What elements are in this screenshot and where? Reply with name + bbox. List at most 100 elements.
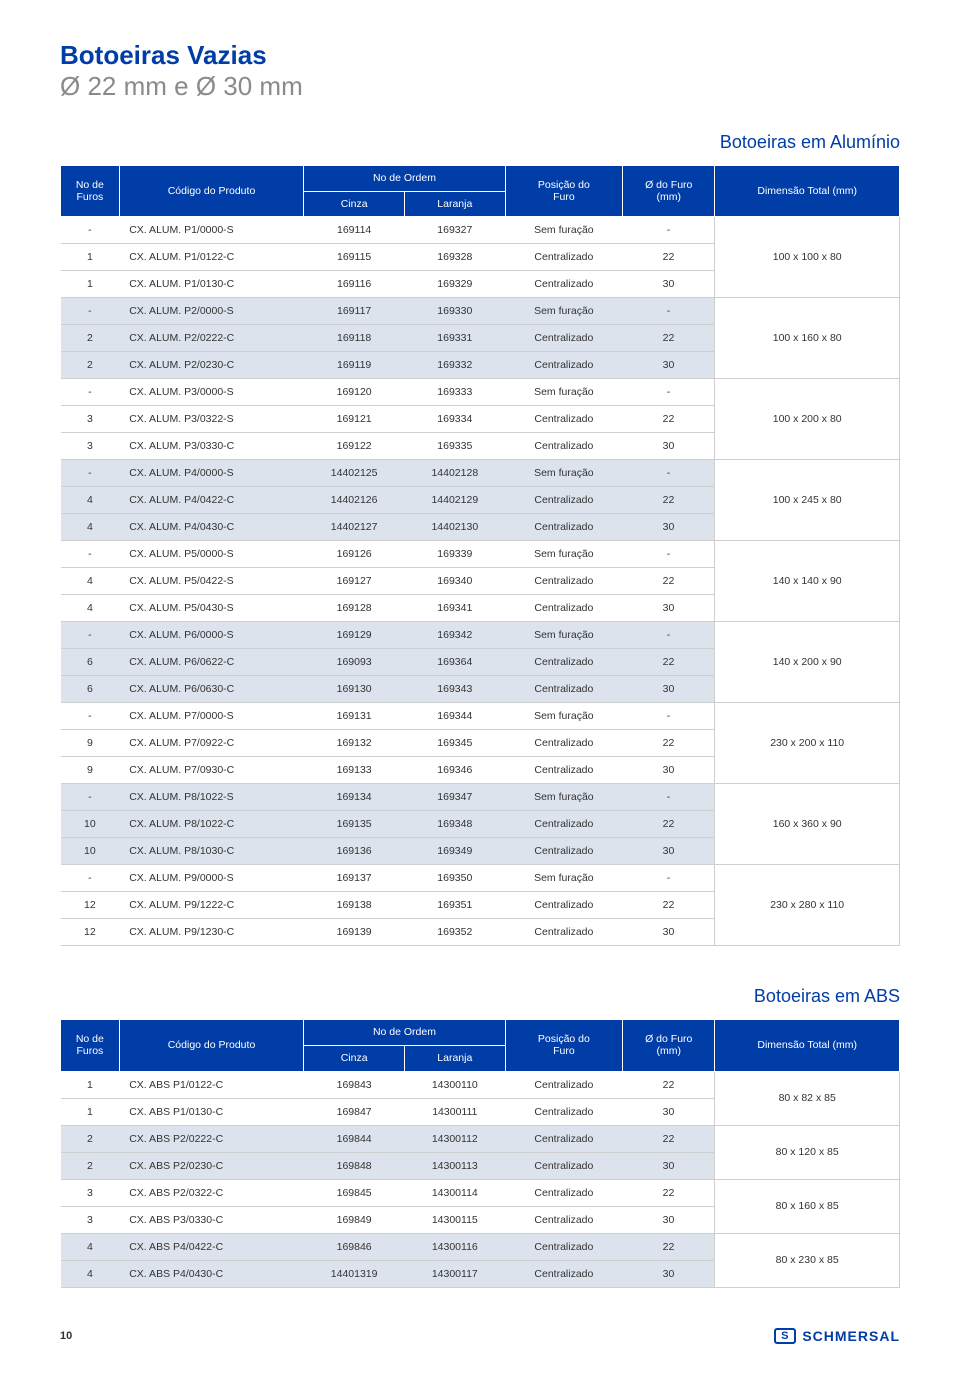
- table-cell: 6: [61, 649, 120, 676]
- table-row: 2CX. ABS P2/0222-C16984414300112Centrali…: [61, 1125, 900, 1152]
- th-posicao: Posição doFuro: [505, 166, 622, 217]
- table-cell: 4: [61, 595, 120, 622]
- table-cell: 169347: [404, 784, 505, 811]
- table-cell: Sem furação: [505, 460, 622, 487]
- table-cell: 169341: [404, 595, 505, 622]
- table-cell: 4: [61, 568, 120, 595]
- table-cell: Centralizado: [505, 244, 622, 271]
- table-cell: 14300117: [404, 1260, 505, 1287]
- table-cell: 14402125: [304, 460, 405, 487]
- table-cell: 169118: [304, 325, 405, 352]
- table-cell: CX. ALUM. P9/1230-C: [119, 919, 304, 946]
- table-cell: Centralizado: [505, 568, 622, 595]
- table-cell: Sem furação: [505, 379, 622, 406]
- table-cell: 14402127: [304, 514, 405, 541]
- th-laranja: Laranja: [404, 1045, 505, 1071]
- table-cell: -: [623, 379, 715, 406]
- table-row: -CX. ALUM. P4/0000-S1440212514402128Sem …: [61, 460, 900, 487]
- table-cell-dim: 160 x 360 x 90: [715, 784, 900, 865]
- table-cell: 30: [623, 514, 715, 541]
- table-cell: 14402128: [404, 460, 505, 487]
- table-row: -CX. ALUM. P8/1022-S169134169347Sem fura…: [61, 784, 900, 811]
- page-subtitle: Ø 22 mm e Ø 30 mm: [60, 71, 900, 102]
- table-cell: CX. ALUM. P8/1030-C: [119, 838, 304, 865]
- table-cell: CX. ALUM. P2/0230-C: [119, 352, 304, 379]
- table-cell: 2: [61, 352, 120, 379]
- table-cell: 30: [623, 1152, 715, 1179]
- table-cell: Centralizado: [505, 406, 622, 433]
- table-cell: 14402126: [304, 487, 405, 514]
- table-cell: CX. ALUM. P7/0930-C: [119, 757, 304, 784]
- table-cell: Centralizado: [505, 811, 622, 838]
- table-cell: 14300110: [404, 1071, 505, 1098]
- table-cell: -: [61, 622, 120, 649]
- table-cell: Centralizado: [505, 1098, 622, 1125]
- table-cell: 30: [623, 1098, 715, 1125]
- table-cell: CX. ALUM. P2/0000-S: [119, 298, 304, 325]
- table-cell-dim: 80 x 160 x 85: [715, 1179, 900, 1233]
- table-cell: 2: [61, 1152, 120, 1179]
- table-cell: 4: [61, 487, 120, 514]
- brand-logo: S SCHMERSAL: [774, 1328, 900, 1344]
- table-cell: 14402129: [404, 487, 505, 514]
- th-ordem: No de Ordem: [304, 1020, 505, 1046]
- table-cell-dim: 140 x 140 x 90: [715, 541, 900, 622]
- table-cell: 30: [623, 1206, 715, 1233]
- table-cell: 169342: [404, 622, 505, 649]
- table-cell: CX. ALUM. P8/1022-S: [119, 784, 304, 811]
- table-cell: 30: [623, 595, 715, 622]
- table-cell: 9: [61, 730, 120, 757]
- table-cell: 169138: [304, 892, 405, 919]
- table-cell: CX. ABS P4/0430-C: [119, 1260, 304, 1287]
- table-cell: 169340: [404, 568, 505, 595]
- table-cell: 10: [61, 838, 120, 865]
- table-row: -CX. ALUM. P3/0000-S169120169333Sem fura…: [61, 379, 900, 406]
- table-cell-dim: 80 x 230 x 85: [715, 1233, 900, 1287]
- table-cell: CX. ABS P4/0422-C: [119, 1233, 304, 1260]
- table-cell: 169339: [404, 541, 505, 568]
- table-cell: 169331: [404, 325, 505, 352]
- table-cell: 169352: [404, 919, 505, 946]
- table-cell: CX. ALUM. P5/0430-S: [119, 595, 304, 622]
- table-cell: Centralizado: [505, 838, 622, 865]
- table-cell: 169845: [304, 1179, 405, 1206]
- table-row: 4CX. ABS P4/0422-C16984614300116Centrali…: [61, 1233, 900, 1260]
- table-row: -CX. ALUM. P2/0000-S169117169330Sem fura…: [61, 298, 900, 325]
- table-cell: 169847: [304, 1098, 405, 1125]
- table-cell: 169122: [304, 433, 405, 460]
- table-cell: CX. ABS P3/0330-C: [119, 1206, 304, 1233]
- table-cell-dim: 100 x 200 x 80: [715, 379, 900, 460]
- table-cell: 169135: [304, 811, 405, 838]
- table-cell: 169332: [404, 352, 505, 379]
- table-cell: 22: [623, 1125, 715, 1152]
- table-cell: 169093: [304, 649, 405, 676]
- logo-icon: S: [774, 1328, 796, 1344]
- table-cell: 14300113: [404, 1152, 505, 1179]
- table-cell: 4: [61, 1233, 120, 1260]
- table-cell: -: [61, 541, 120, 568]
- table-cell: 169334: [404, 406, 505, 433]
- table-cell: CX. ALUM. P9/1222-C: [119, 892, 304, 919]
- table-cell: 14300114: [404, 1179, 505, 1206]
- table-header: No deFuros Código do Produto No de Ordem…: [61, 1020, 900, 1071]
- section-1-label: Botoeiras em Alumínio: [60, 132, 900, 153]
- table-cell: 2: [61, 325, 120, 352]
- th-laranja: Laranja: [404, 191, 505, 217]
- table-cell: 4: [61, 1260, 120, 1287]
- table-cell: 169137: [304, 865, 405, 892]
- th-posicao: Posição doFuro: [505, 1020, 622, 1071]
- table-cell: 3: [61, 406, 120, 433]
- table-row: -CX. ALUM. P9/0000-S169137169350Sem fura…: [61, 865, 900, 892]
- table-cell: 169126: [304, 541, 405, 568]
- table-cell: CX. ABS P2/0222-C: [119, 1125, 304, 1152]
- table-cell: 6: [61, 676, 120, 703]
- table-cell: CX. ALUM. P4/0000-S: [119, 460, 304, 487]
- table-row: -CX. ALUM. P5/0000-S169126169339Sem fura…: [61, 541, 900, 568]
- table-cell: 14300116: [404, 1233, 505, 1260]
- table-cell: 22: [623, 244, 715, 271]
- table-cell-dim: 230 x 200 x 110: [715, 703, 900, 784]
- table-cell: 30: [623, 271, 715, 298]
- table-cell: 2: [61, 1125, 120, 1152]
- table-cell: 169844: [304, 1125, 405, 1152]
- table-cell: -: [61, 703, 120, 730]
